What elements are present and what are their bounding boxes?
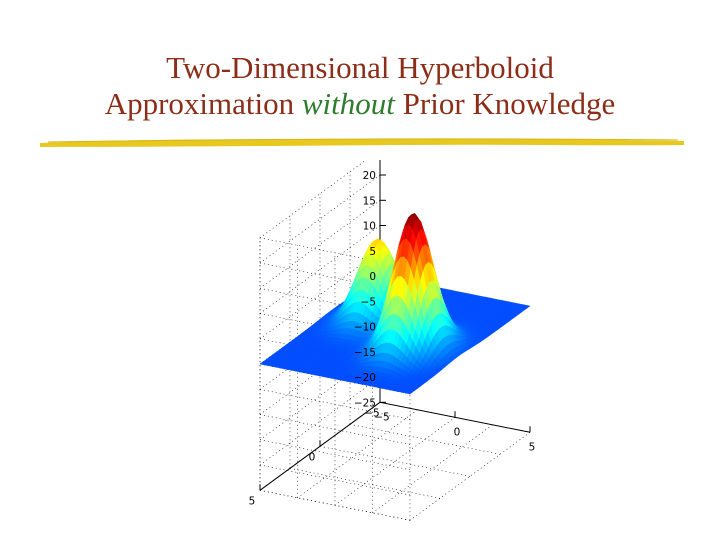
grid-line — [259, 288, 411, 319]
z-tick-label: 10 — [363, 221, 376, 233]
title-underline — [40, 138, 684, 147]
surface-plot: 2520151050−5−10−15−20−25−505−505 — [249, 160, 536, 521]
x-tick-label: 0 — [454, 426, 461, 438]
z-tick-label: −15 — [354, 347, 376, 359]
y-tick-label: 5 — [249, 495, 256, 507]
grid-line — [409, 432, 531, 521]
z-tick-label: −10 — [354, 322, 376, 334]
tick-labels: 2520151050−5−10−15−20−25−505−505 — [249, 170, 536, 507]
grid-line — [259, 464, 411, 496]
y-tick-label: −5 — [364, 407, 379, 419]
grid-line — [259, 376, 381, 466]
grid-line — [259, 160, 367, 239]
surface-patch — [406, 391, 414, 395]
grid-line — [259, 414, 411, 445]
z-tick-label: −20 — [354, 372, 376, 384]
title-line-1: Two-Dimensional Hyperboloid — [166, 50, 554, 85]
z-tick-label: 5 — [369, 246, 376, 258]
grid-line — [334, 417, 456, 506]
title-line-2: Approximation without Prior Knowledge — [0, 86, 720, 122]
x-tick-label: −5 — [374, 411, 389, 423]
y-tick-label: 0 — [309, 451, 316, 463]
grid-line — [259, 225, 381, 314]
grid-line — [289, 468, 441, 499]
x-tick-label: 5 — [529, 441, 536, 453]
grid-line — [259, 200, 381, 289]
title-line-2-start: Approximation — [104, 86, 302, 121]
z-tick-label: 20 — [363, 170, 376, 182]
z-tick-label: 0 — [369, 271, 376, 283]
z-tick-label: −5 — [361, 296, 376, 308]
z-tick-label: −25 — [354, 397, 376, 409]
grid-line — [319, 446, 471, 477]
z-tick-label: 15 — [363, 195, 376, 207]
title-line-2-end: Prior Knowledge — [394, 86, 616, 121]
grid-line — [259, 174, 381, 264]
grid-line — [259, 262, 411, 294]
title-emphasis-word: without — [301, 86, 395, 121]
grid-line — [372, 424, 493, 514]
grid-line — [259, 490, 411, 521]
grid-line — [297, 409, 418, 499]
slide-title: Two-Dimensional Hyperboloid Approximatio… — [0, 50, 720, 122]
grid-line — [349, 424, 501, 455]
surface-mesh — [259, 213, 531, 395]
grid-line — [259, 439, 411, 471]
